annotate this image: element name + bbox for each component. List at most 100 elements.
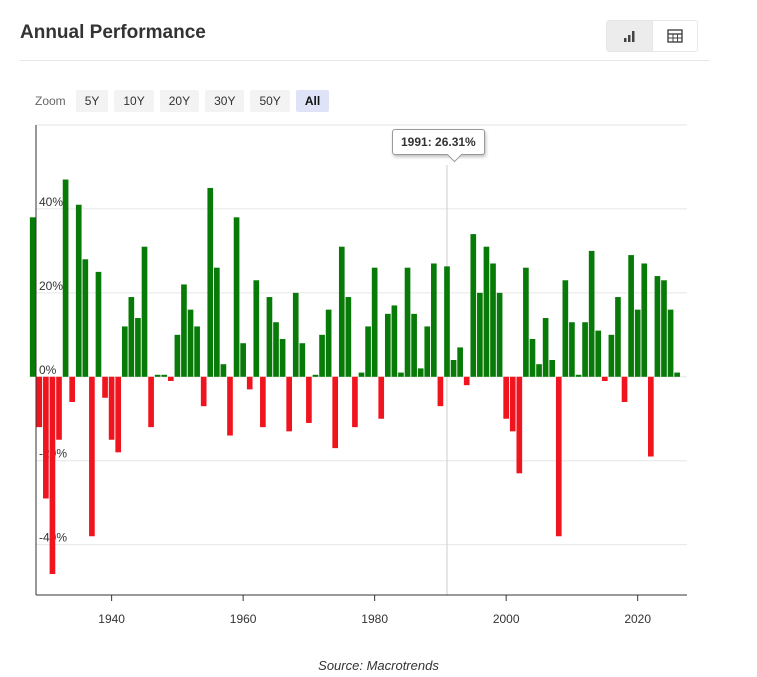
- bar-1931: [49, 376, 56, 575]
- bar-1948: [161, 374, 168, 377]
- bar-2008: [555, 376, 562, 537]
- y-tick-label: 20%: [39, 279, 63, 293]
- bar-1954: [200, 376, 207, 407]
- bar-1977: [352, 376, 358, 428]
- bar-1941: [115, 376, 122, 453]
- bar-2017: [615, 297, 621, 377]
- bar-2023: [654, 276, 661, 377]
- bar-1956: [214, 267, 220, 377]
- bar-2010: [569, 322, 575, 377]
- bar-1960: [240, 343, 246, 377]
- bar-2007: [549, 360, 556, 377]
- zoom-controls: Zoom 5Y 10Y 20Y 30Y 50Y All: [35, 90, 330, 112]
- bar-1989: [431, 263, 437, 377]
- x-tick-label: 2000: [493, 612, 520, 626]
- x-tick-label: 1980: [361, 612, 388, 626]
- x-tick-label: 1940: [98, 612, 125, 626]
- bar-1999: [496, 292, 503, 377]
- bar-2021: [641, 263, 648, 377]
- chart-view-button[interactable]: [607, 21, 652, 51]
- bar-1962: [253, 280, 260, 377]
- bar-2011: [575, 374, 582, 377]
- bar-1934: [69, 376, 75, 402]
- bar-1983: [391, 305, 398, 377]
- bar-1929: [36, 376, 43, 428]
- bar-1958: [227, 376, 233, 436]
- bar-2022: [648, 376, 654, 457]
- bar-1947: [154, 374, 161, 377]
- bar-1961: [246, 376, 253, 390]
- bar-2020: [634, 309, 641, 377]
- bar-1966: [279, 339, 286, 377]
- zoom-10y-button[interactable]: 10Y: [114, 90, 154, 112]
- zoom-5y-button[interactable]: 5Y: [75, 90, 109, 112]
- bar-1952: [187, 309, 194, 377]
- bar-1992: [450, 360, 457, 377]
- bar-1994: [463, 376, 470, 386]
- bar-1982: [384, 313, 391, 377]
- bar-1937: [89, 376, 95, 537]
- bar-1978: [358, 372, 365, 377]
- chart-tooltip: 1991: 26.31%: [392, 129, 485, 155]
- bar-1969: [299, 343, 306, 377]
- bar-1986: [411, 313, 417, 377]
- bar-1974: [332, 376, 339, 449]
- bar-1993: [457, 347, 463, 377]
- bar-1930: [43, 376, 49, 499]
- zoom-label: Zoom: [35, 94, 66, 108]
- zoom-30y-button[interactable]: 30Y: [205, 90, 245, 112]
- zoom-all-button[interactable]: All: [295, 90, 330, 112]
- bar-2012: [582, 322, 588, 377]
- bar-2000: [503, 376, 509, 419]
- bar-1935: [75, 204, 82, 377]
- bar-2015: [601, 376, 608, 381]
- x-tick-label: 2020: [624, 612, 651, 626]
- bar-2009: [562, 280, 569, 377]
- table-view-button[interactable]: [651, 21, 698, 51]
- bar-1955: [207, 187, 214, 377]
- bar-1979: [365, 326, 371, 377]
- bar-2013: [588, 250, 595, 377]
- bar-2026: [674, 372, 680, 377]
- bar-1980: [371, 267, 378, 377]
- bar-2024: [661, 280, 667, 377]
- view-toggle: [606, 20, 698, 52]
- bar-1991: [444, 266, 450, 377]
- bar-1981: [378, 376, 385, 419]
- bar-1950: [174, 334, 181, 377]
- bar-1963: [260, 376, 266, 428]
- bar-1998: [490, 263, 496, 377]
- bar-1976: [345, 297, 352, 377]
- bar-2002: [516, 376, 523, 474]
- bar-2005: [536, 364, 542, 377]
- bar-2003: [523, 267, 529, 377]
- bar-2004: [529, 339, 536, 377]
- zoom-20y-button[interactable]: 20Y: [159, 90, 200, 112]
- source-caption: Source: Macrotrends: [318, 658, 439, 673]
- bar-1971: [312, 374, 319, 377]
- bar-1943: [128, 297, 135, 377]
- bar-1996: [477, 292, 483, 377]
- bar-2018: [621, 376, 628, 402]
- bar-1949: [167, 376, 174, 381]
- bar-1984: [398, 372, 404, 377]
- bar-1973: [325, 309, 332, 377]
- bar-1945: [141, 246, 148, 377]
- bar-1965: [273, 322, 279, 377]
- bar-1936: [82, 259, 89, 377]
- bar-1975: [338, 246, 345, 377]
- zoom-50y-button[interactable]: 50Y: [250, 90, 290, 112]
- bar-1959: [233, 217, 240, 377]
- x-tick-label: 1960: [230, 612, 257, 626]
- bar-1988: [424, 326, 431, 377]
- bar-1964: [266, 297, 273, 377]
- bar-1940: [108, 376, 115, 440]
- bar-1968: [292, 292, 299, 377]
- bar-1957: [220, 364, 227, 377]
- header-divider: [20, 60, 710, 61]
- bar-1990: [437, 376, 444, 407]
- bar-1933: [62, 179, 69, 377]
- bar-1939: [102, 376, 108, 398]
- bar-1938: [95, 271, 102, 377]
